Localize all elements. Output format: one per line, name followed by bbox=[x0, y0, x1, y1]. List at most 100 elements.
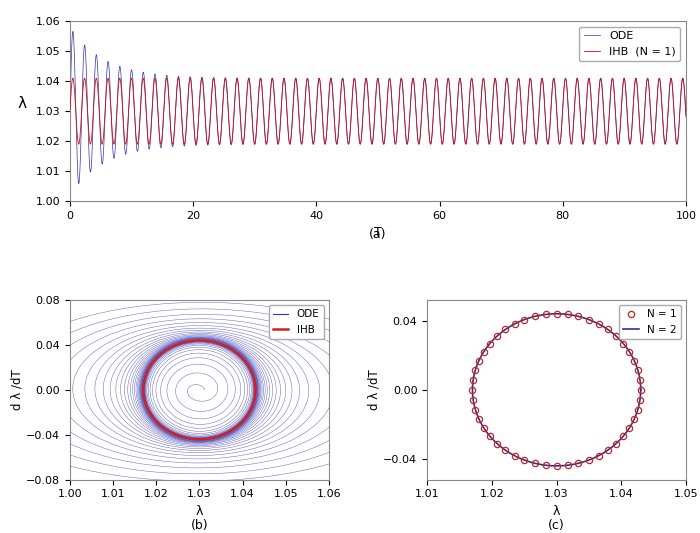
N = 1 bbox=[468, 386, 477, 393]
N = 1 bbox=[630, 358, 638, 364]
N = 1 bbox=[612, 333, 620, 339]
N = 1 bbox=[634, 367, 642, 373]
N = 1 bbox=[480, 349, 488, 355]
IHB bbox=[149, 359, 158, 365]
X-axis label: λ: λ bbox=[553, 505, 560, 518]
N = 1 bbox=[520, 457, 528, 463]
IHB  (N = 1) bbox=[268, 75, 277, 82]
N = 1 bbox=[469, 377, 477, 383]
N = 1 bbox=[625, 425, 634, 431]
ODE bbox=[618, 88, 626, 94]
IHB bbox=[240, 357, 248, 364]
N = 1 bbox=[510, 453, 519, 459]
X-axis label: λ: λ bbox=[196, 505, 203, 518]
N = 1 bbox=[552, 311, 561, 317]
ODE bbox=[459, 113, 468, 119]
Line: N = 2: N = 2 bbox=[473, 314, 640, 466]
N = 1 bbox=[480, 425, 488, 431]
N = 1 bbox=[625, 349, 634, 355]
N = 1 bbox=[594, 453, 603, 459]
Text: (b): (b) bbox=[190, 519, 208, 532]
N = 1 bbox=[552, 463, 561, 469]
N = 1 bbox=[471, 406, 480, 413]
IHB bbox=[143, 369, 151, 375]
N = 1 bbox=[520, 317, 528, 323]
IHB  (N = 1) bbox=[343, 132, 351, 138]
IHB bbox=[251, 386, 260, 393]
N = 2 bbox=[552, 463, 561, 469]
IHB bbox=[213, 434, 221, 440]
ODE bbox=[673, 139, 682, 146]
N = 1 bbox=[574, 460, 582, 466]
N = 1 bbox=[584, 317, 593, 323]
ODE bbox=[74, 180, 83, 187]
N = 1 bbox=[584, 457, 593, 463]
N = 1 bbox=[619, 433, 627, 439]
IHB  (N = 1) bbox=[601, 135, 610, 141]
IHB bbox=[251, 386, 260, 393]
Legend: ODE, IHB: ODE, IHB bbox=[269, 305, 323, 338]
N = 2 bbox=[474, 359, 482, 366]
N = 1 bbox=[531, 313, 539, 320]
IHB  (N = 1) bbox=[66, 107, 74, 113]
N = 1 bbox=[564, 462, 572, 469]
IHB  (N = 1) bbox=[459, 115, 468, 121]
N = 1 bbox=[541, 311, 550, 318]
N = 1 bbox=[619, 341, 627, 347]
N = 1 bbox=[636, 377, 644, 383]
N = 1 bbox=[531, 460, 539, 466]
N = 1 bbox=[501, 447, 510, 454]
N = 2 bbox=[578, 459, 587, 465]
Y-axis label: λ: λ bbox=[17, 96, 26, 111]
IHB bbox=[195, 337, 204, 344]
Line: ODE: ODE bbox=[70, 31, 686, 183]
N = 1 bbox=[630, 416, 638, 422]
IHB bbox=[195, 436, 204, 442]
N = 1 bbox=[564, 311, 572, 318]
N = 1 bbox=[475, 358, 483, 364]
N = 1 bbox=[486, 433, 494, 439]
ODE bbox=[680, 90, 689, 96]
N = 1 bbox=[636, 397, 644, 403]
Text: (c): (c) bbox=[548, 519, 565, 532]
N = 1 bbox=[471, 367, 480, 373]
Y-axis label: d λ /dT: d λ /dT bbox=[10, 369, 23, 410]
N = 1 bbox=[510, 321, 519, 327]
Text: (a): (a) bbox=[370, 228, 386, 241]
Line: N = 1: N = 1 bbox=[469, 311, 644, 469]
IHB  (N = 1) bbox=[618, 87, 626, 93]
N = 1 bbox=[612, 440, 620, 447]
N = 1 bbox=[574, 313, 582, 320]
N = 2 bbox=[483, 344, 491, 350]
IHB  (N = 1) bbox=[680, 92, 689, 98]
N = 2 bbox=[636, 386, 645, 393]
N = 1 bbox=[501, 326, 510, 333]
ODE bbox=[69, 28, 77, 35]
N = 2 bbox=[620, 341, 628, 348]
N = 1 bbox=[475, 416, 483, 422]
N = 1 bbox=[486, 341, 494, 347]
N = 2 bbox=[520, 457, 528, 463]
Line: IHB  (N = 1): IHB (N = 1) bbox=[70, 78, 686, 144]
ODE bbox=[682, 112, 690, 119]
N = 1 bbox=[603, 326, 612, 333]
IHB bbox=[174, 432, 182, 439]
N = 2 bbox=[569, 461, 577, 467]
Legend: N = 1, N = 2: N = 1, N = 2 bbox=[619, 305, 681, 338]
N = 1 bbox=[493, 333, 501, 339]
ODE bbox=[601, 134, 610, 140]
N = 2 bbox=[636, 386, 645, 393]
ODE bbox=[66, 108, 74, 115]
X-axis label: T: T bbox=[374, 227, 382, 239]
Y-axis label: d λ /dT: d λ /dT bbox=[368, 369, 381, 410]
N = 1 bbox=[636, 386, 645, 393]
N = 1 bbox=[603, 447, 612, 454]
Legend: ODE, IHB  (N = 1): ODE, IHB (N = 1) bbox=[580, 27, 680, 61]
N = 1 bbox=[634, 406, 642, 413]
N = 1 bbox=[541, 462, 550, 469]
IHB  (N = 1) bbox=[673, 138, 682, 144]
IHB  (N = 1) bbox=[682, 114, 690, 120]
N = 1 bbox=[594, 321, 603, 327]
Line: IHB: IHB bbox=[144, 341, 256, 439]
IHB bbox=[206, 435, 215, 441]
